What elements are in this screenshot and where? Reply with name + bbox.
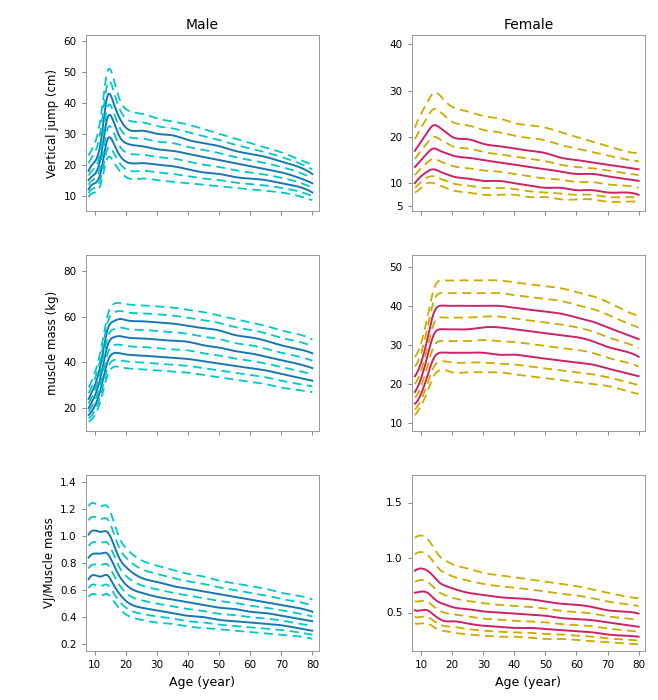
- Y-axis label: Vertical jump (cm): Vertical jump (cm): [46, 69, 59, 178]
- Y-axis label: VJ/Muscle mass: VJ/Muscle mass: [43, 517, 56, 608]
- X-axis label: Age (year): Age (year): [169, 676, 235, 689]
- Title: Male: Male: [186, 18, 218, 32]
- Title: Female: Female: [503, 18, 553, 32]
- X-axis label: Age (year): Age (year): [495, 676, 561, 689]
- Y-axis label: muscle mass (kg): muscle mass (kg): [46, 291, 59, 395]
